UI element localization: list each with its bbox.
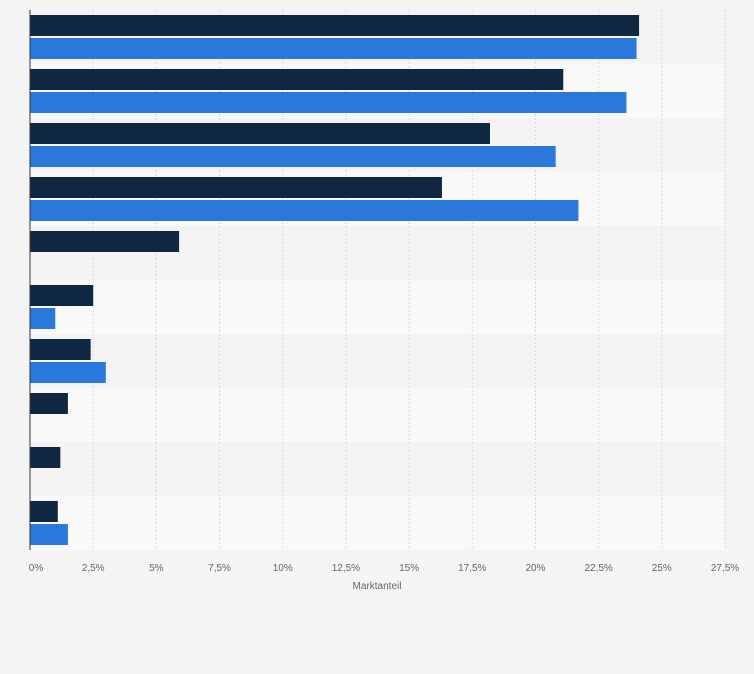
row-band (30, 388, 725, 442)
x-tick-label: 22,5% (584, 563, 612, 574)
bar-series-1[interactable] (30, 177, 442, 198)
x-tick-label: 15% (399, 563, 419, 574)
x-tick-label: 0% (29, 563, 44, 574)
bars (30, 15, 640, 545)
bar-series-2[interactable] (30, 92, 627, 113)
row-band (30, 442, 725, 496)
bar-series-2[interactable] (30, 38, 637, 59)
x-axis-title: Marktanteil (353, 581, 402, 592)
bar-series-1[interactable] (30, 123, 490, 144)
bar-series-2[interactable] (30, 308, 56, 329)
x-tick-label: 12,5% (332, 563, 360, 574)
row-band (30, 334, 725, 388)
bar-series-1[interactable] (30, 339, 91, 360)
bar-series-1[interactable] (30, 447, 61, 468)
bar-series-2[interactable] (30, 146, 556, 167)
x-tick-label: 5% (149, 563, 164, 574)
x-tick-label: 20% (525, 563, 545, 574)
row-bands (30, 10, 725, 550)
bar-series-1[interactable] (30, 285, 94, 306)
x-tick-label: 7,5% (208, 563, 231, 574)
bar-series-2[interactable] (30, 524, 68, 545)
bar-series-1[interactable] (30, 69, 564, 90)
x-tick-label: 17,5% (458, 563, 486, 574)
bar-series-2[interactable] (30, 200, 579, 221)
row-band (30, 496, 725, 550)
row-band (30, 280, 725, 334)
bar-series-1[interactable] (30, 231, 180, 252)
x-tick-label: 10% (273, 563, 293, 574)
bar-series-2[interactable] (30, 362, 106, 383)
x-tick-label: 2,5% (82, 563, 105, 574)
bar-series-1[interactable] (30, 15, 640, 36)
bar-series-1[interactable] (30, 393, 68, 414)
x-tick-label: 27,5% (711, 563, 739, 574)
x-axis-tick-labels: 0% 2,5% 5% 7,5% 10% 12,5% 15% 17,5% 20% 22,5% 25% 2… (29, 563, 740, 574)
bar-series-1[interactable] (30, 501, 58, 522)
x-tick-label: 25% (652, 563, 672, 574)
